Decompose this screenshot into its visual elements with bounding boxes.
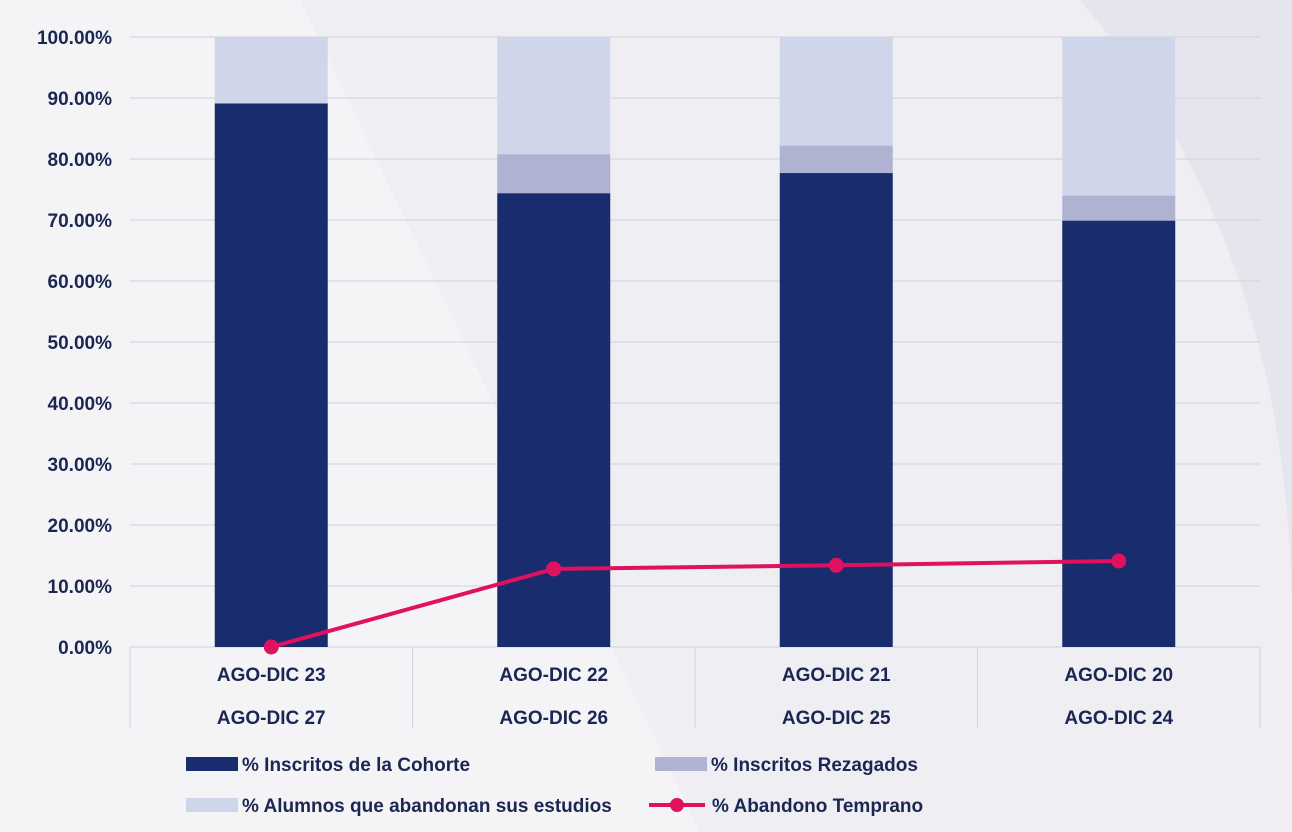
bar-segment-1-cat-1 <box>214 103 328 648</box>
line-point <box>546 561 562 577</box>
bar-segment-3-cat-2 <box>497 37 611 155</box>
y-axis-ticks: 0.00% 10.00% 20.00% 30.00% 40.00% 50.00% 60.00… <box>37 28 112 659</box>
y-tick-label: 80.00% <box>48 150 113 171</box>
y-tick-label: 20.00% <box>48 516 113 537</box>
y-tick-label: 40.00% <box>48 394 113 415</box>
bars <box>214 37 1176 648</box>
bar-segment-3-cat-4 <box>1062 37 1176 196</box>
bar-segment-3-cat-1 <box>214 37 328 104</box>
bar-segment-2-cat-3 <box>779 145 893 174</box>
line-point <box>828 557 844 573</box>
bar-segment-3-cat-3 <box>779 37 893 146</box>
y-tick-label: 100.00% <box>37 28 112 49</box>
line-point <box>263 639 279 655</box>
y-tick-label: 30.00% <box>48 455 113 476</box>
y-tick-label: 10.00% <box>48 577 113 598</box>
y-tick-label: 0.00% <box>58 638 112 659</box>
x-category-label: AGO-DIC 24 <box>1064 708 1173 729</box>
bar-segment-1-cat-4 <box>1062 220 1176 648</box>
x-axis-categories: AGO-DIC 23 AGO-DIC 27 AGO-DIC 22 AGO-DIC 26… <box>217 665 1174 729</box>
x-category-label: AGO-DIC 27 <box>217 708 326 729</box>
legend-label: % Alumnos que abandonan sus estudios <box>242 796 612 817</box>
x-category-label: AGO-DIC 23 <box>217 665 326 686</box>
legend-swatch <box>655 757 707 771</box>
y-tick-label: 70.00% <box>48 211 113 232</box>
x-category-label: AGO-DIC 21 <box>782 665 891 686</box>
y-tick-label: 90.00% <box>48 89 113 110</box>
bar-segment-1-cat-3 <box>779 173 893 647</box>
legend-label: % Abandono Temprano <box>712 796 923 817</box>
line-series <box>263 553 1127 655</box>
x-category-label: AGO-DIC 25 <box>782 708 891 729</box>
line-point <box>1111 553 1127 569</box>
background-corner-shape <box>1080 0 1292 620</box>
bar-segment-2-cat-2 <box>497 154 611 194</box>
legend-label: % Inscritos de la Cohorte <box>242 755 470 776</box>
legend-swatch <box>186 757 238 771</box>
x-category-label: AGO-DIC 26 <box>499 708 608 729</box>
legend-label: % Inscritos Rezagados <box>711 755 918 776</box>
y-tick-label: 50.00% <box>48 333 113 354</box>
y-tick-label: 60.00% <box>48 272 113 293</box>
legend-swatch <box>186 798 238 812</box>
legend-line-marker <box>670 798 684 812</box>
legend: % Inscritos de la Cohorte % Inscritos Rez… <box>186 755 923 817</box>
x-category-label: AGO-DIC 20 <box>1064 665 1173 686</box>
line-abandono-temprano <box>270 558 1119 649</box>
x-category-label: AGO-DIC 22 <box>499 665 608 686</box>
bar-segment-2-cat-4 <box>1062 195 1176 221</box>
